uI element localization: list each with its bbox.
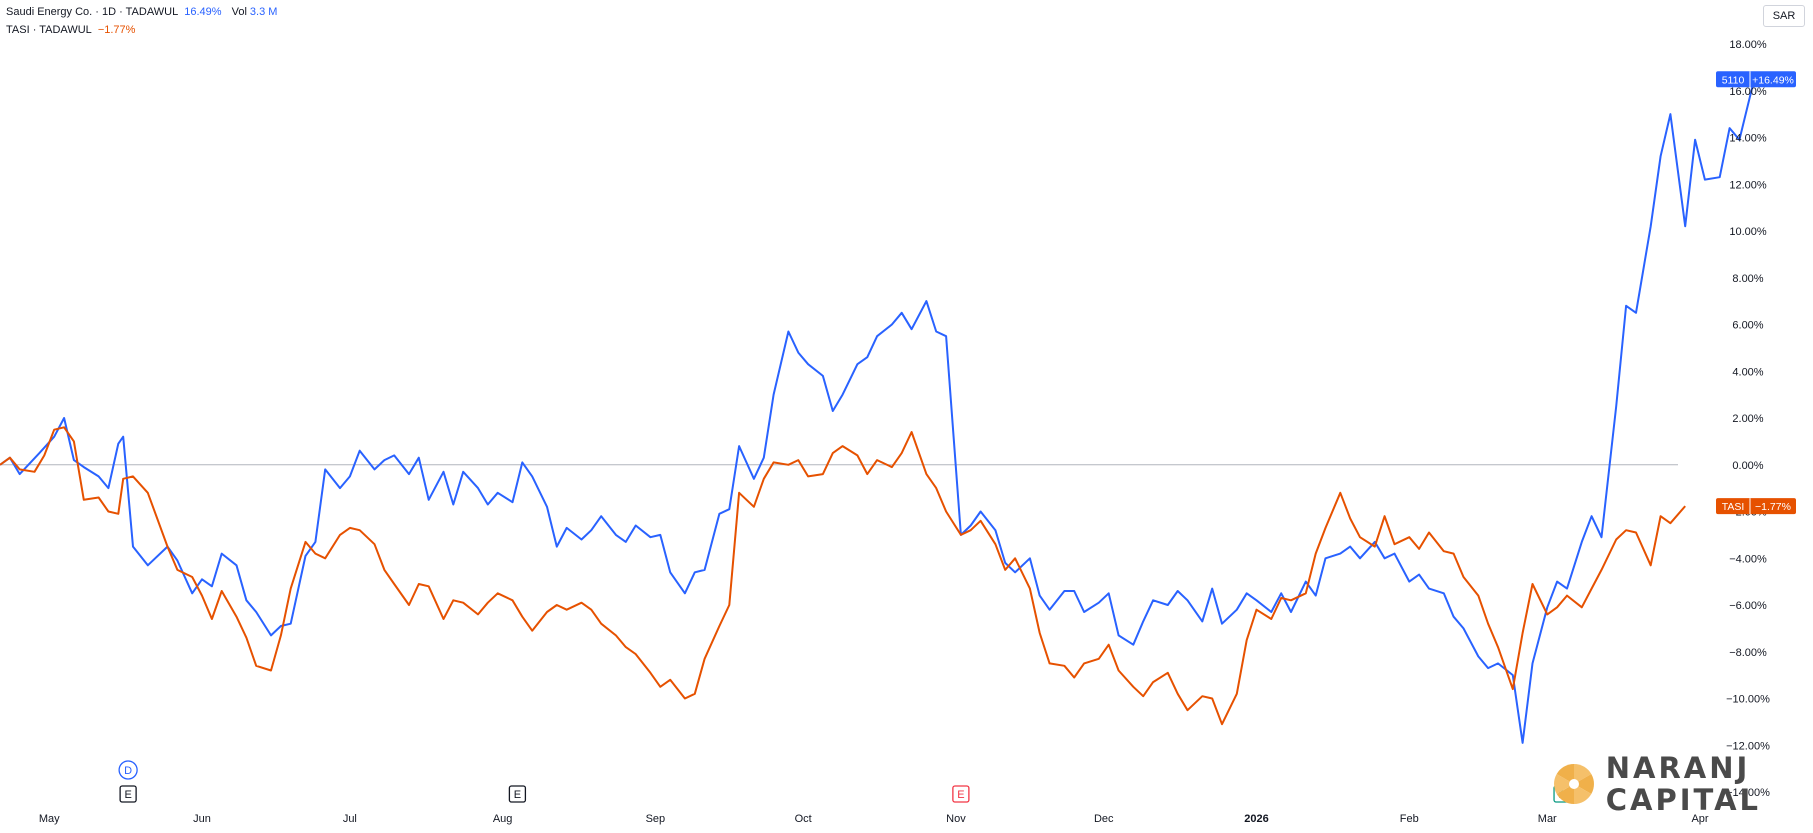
y-tick-label: 4.00%: [1732, 366, 1763, 378]
naranj-capital-logo: NARANJ CAPITAL: [1552, 752, 1761, 816]
legend-symbol[interactable]: TASI · TADAWUL: [6, 24, 92, 36]
series-last-value: −1.77%: [1755, 501, 1791, 513]
x-axis: May Jun Jul Aug Sep Oct Nov Dec 2026 Feb Mar Apr: [39, 813, 1709, 825]
svg-text:E: E: [514, 789, 521, 801]
series-last-value: +16.49%: [1752, 74, 1794, 86]
legend-change: −1.77%: [97, 24, 136, 36]
legend-row-primary[interactable]: Saudi Energy Co. · 1D · TADAWUL 16.49% V…: [6, 6, 280, 18]
y-tick-label: −4.00%: [1729, 553, 1767, 565]
y-tick-label: 2.00%: [1732, 413, 1763, 425]
last-value-label-tasi: TASI −1.77%: [1716, 498, 1796, 515]
x-tick-label: Apr: [1691, 813, 1708, 825]
x-tick-label: Feb: [1400, 813, 1419, 825]
x-tick-label: 2026: [1244, 813, 1268, 825]
y-tick-label: 14.00%: [1729, 133, 1767, 145]
x-tick-label: Oct: [795, 813, 812, 825]
last-value-labels: 5110 +16.49% TASI −1.77%: [1716, 71, 1796, 515]
y-axis: 18.00% 16.00% 14.00% 12.00% 10.00% 8.00% 6.00%…: [1726, 39, 1770, 799]
y-tick-label: −12.00%: [1726, 740, 1770, 752]
x-tick-label: Jul: [343, 813, 357, 825]
series-line-tasi[interactable]: [0, 426, 1686, 726]
x-tick-label: Sep: [646, 813, 666, 825]
y-tick-label: 16.00%: [1729, 86, 1767, 98]
svg-text:E: E: [124, 789, 131, 801]
series-line-5110[interactable]: [0, 79, 1756, 744]
series-tag: TASI: [1722, 501, 1745, 513]
y-tick-label: 18.00%: [1729, 39, 1767, 51]
x-tick-label: Nov: [946, 813, 966, 825]
x-tick-label: Aug: [493, 813, 513, 825]
event-markers: DEEEE: [118, 760, 1571, 803]
last-value-label-5110: 5110 +16.49%: [1716, 71, 1796, 88]
x-tick-label: Jun: [193, 813, 211, 825]
event-marker-e[interactable]: E: [119, 785, 137, 803]
svg-text:E: E: [957, 789, 964, 801]
legend-vol-value: 3.3 M: [249, 6, 278, 18]
y-tick-label: −14.00%: [1726, 787, 1770, 799]
legend-vol-label: Vol: [231, 6, 247, 18]
event-marker-d[interactable]: D: [118, 760, 138, 780]
logo-line-2: CAPITAL: [1605, 783, 1761, 817]
y-tick-label: 10.00%: [1729, 226, 1767, 238]
y-tick-label: 0.00%: [1732, 460, 1763, 472]
y-tick-label: −10.00%: [1726, 694, 1770, 706]
x-tick-label: Mar: [1538, 813, 1557, 825]
currency-button[interactable]: SAR: [1763, 5, 1805, 27]
event-marker-e[interactable]: E: [508, 785, 527, 803]
logo-line-1: NARANJ: [1605, 751, 1751, 785]
svg-text:D: D: [124, 765, 132, 777]
event-marker-e[interactable]: E: [952, 785, 970, 803]
legend-change: 16.49%: [184, 6, 222, 18]
legend-symbol[interactable]: Saudi Energy Co. · 1D · TADAWUL: [6, 6, 179, 18]
orange-slice-icon: [1553, 764, 1594, 804]
x-tick-label: Dec: [1094, 813, 1114, 825]
y-tick-label: 6.00%: [1732, 320, 1763, 332]
y-tick-label: 12.00%: [1729, 179, 1767, 191]
series-lines: [0, 76, 1758, 744]
y-tick-label: −8.00%: [1729, 647, 1767, 659]
x-tick-label: May: [39, 813, 60, 825]
legend-row-compare[interactable]: TASI · TADAWUL −1.77%: [6, 24, 138, 36]
series-tag: 5110: [1722, 74, 1745, 86]
y-tick-label: −6.00%: [1729, 600, 1767, 612]
y-tick-label: 8.00%: [1732, 273, 1763, 285]
